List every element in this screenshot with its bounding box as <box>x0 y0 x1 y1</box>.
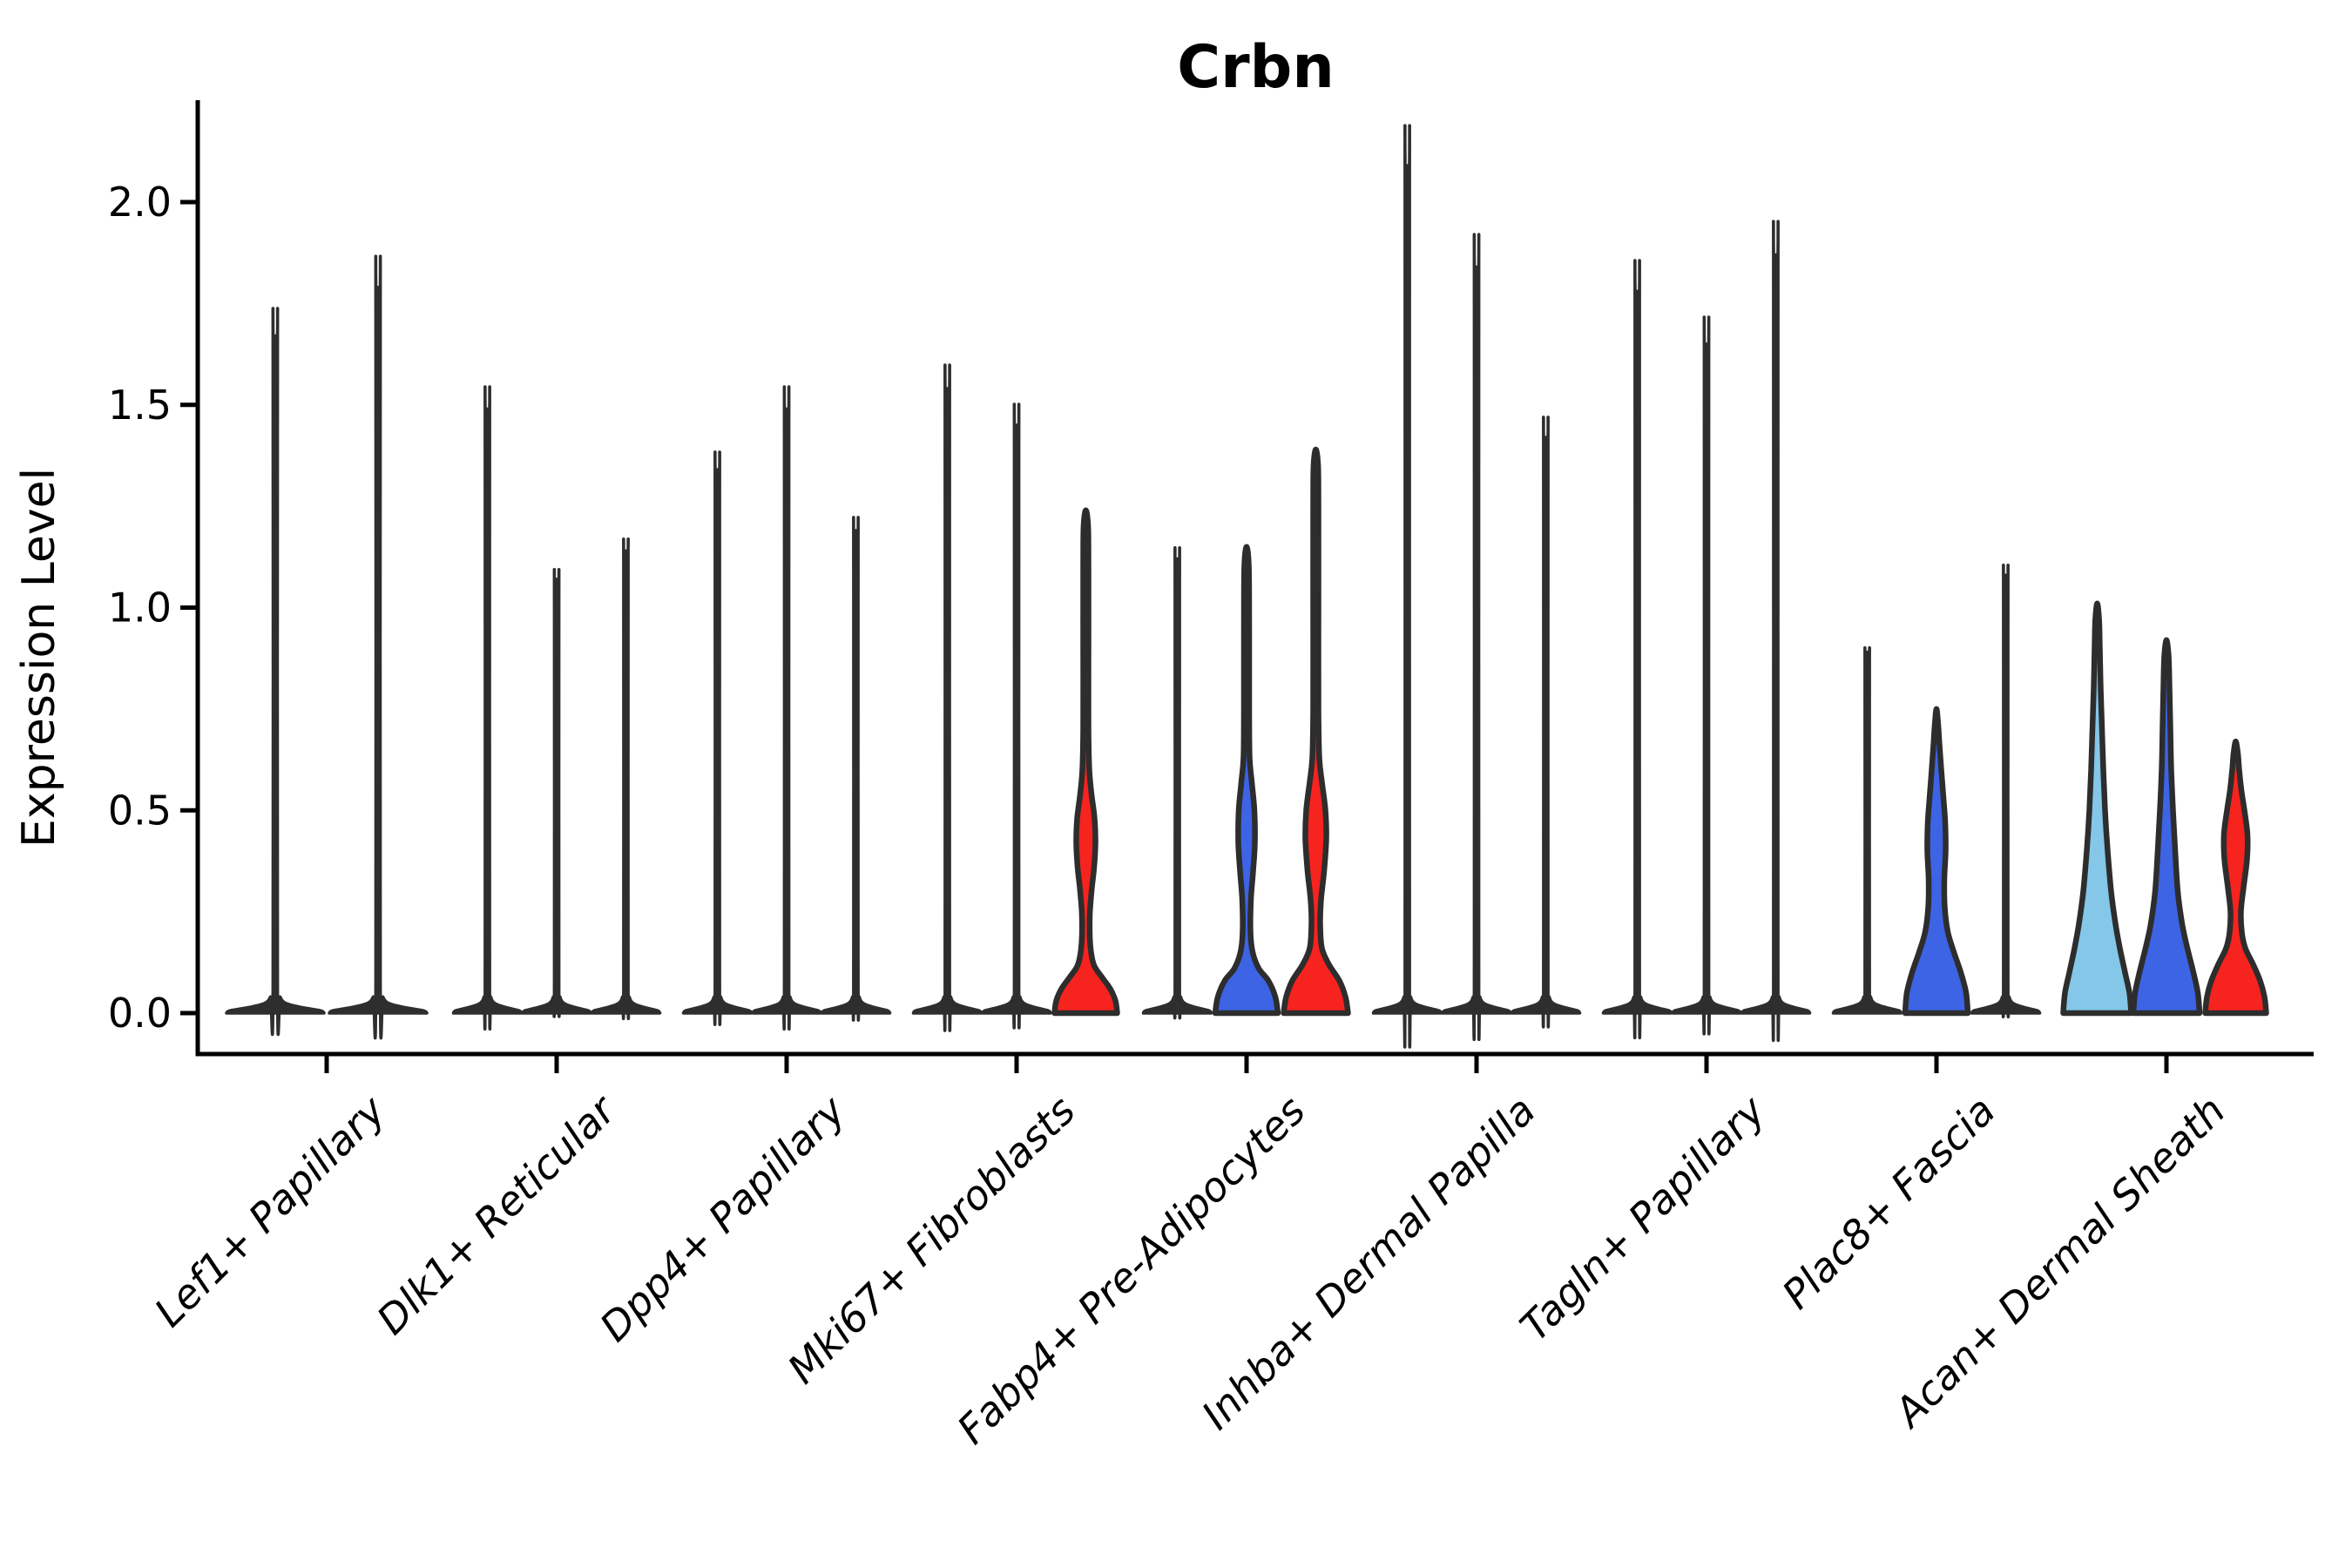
violin-thin <box>1740 220 1812 1043</box>
x-tick-label: Plac8+ Fascia <box>1773 1087 2004 1318</box>
violin-thin <box>1441 233 1512 1042</box>
violin-thin <box>1371 124 1443 1049</box>
x-tick-label: Lef1+ Papillary <box>145 1086 395 1335</box>
violin-thin <box>225 307 326 1037</box>
violin-body <box>1051 507 1120 1017</box>
y-tick-label: 1.5 <box>108 382 172 429</box>
x-tick-label: Tagln+ Papillary <box>1511 1086 1774 1350</box>
violin-thin <box>820 516 892 1022</box>
violin-thin <box>751 385 822 1031</box>
violin-body <box>2130 637 2203 1017</box>
violin-thin <box>911 363 983 1032</box>
violin-body <box>1902 706 1971 1017</box>
violin-thin <box>1831 646 1903 1015</box>
x-tick-label: Dpp4+ Papillary <box>591 1086 855 1350</box>
violin-thin <box>521 568 592 1018</box>
violin-thin <box>590 537 662 1021</box>
violin-thin <box>981 402 1052 1030</box>
violin-thin <box>1601 259 1673 1039</box>
violin-body <box>2060 600 2134 1017</box>
violin-thin <box>1970 564 2042 1019</box>
violin-thin <box>681 450 754 1026</box>
y-tick-label: 0.0 <box>108 990 172 1037</box>
y-tick-label: 2.0 <box>108 179 172 226</box>
violin-body <box>2202 738 2269 1017</box>
x-tick-label: Dlk1+ Reticular <box>368 1085 626 1343</box>
violin-body <box>1212 544 1281 1017</box>
violin-thin <box>328 254 429 1040</box>
violin-thin <box>1671 315 1742 1036</box>
violin-thin <box>451 385 524 1031</box>
y-axis-label: Expression Level <box>13 468 65 848</box>
chart-title: Crbn <box>1177 33 1335 102</box>
y-tick-label: 1.0 <box>108 585 172 632</box>
violin-body <box>1281 446 1351 1017</box>
y-tick-label: 0.5 <box>108 787 172 834</box>
violin-thin <box>1510 416 1582 1029</box>
violin-thin <box>1141 546 1213 1020</box>
